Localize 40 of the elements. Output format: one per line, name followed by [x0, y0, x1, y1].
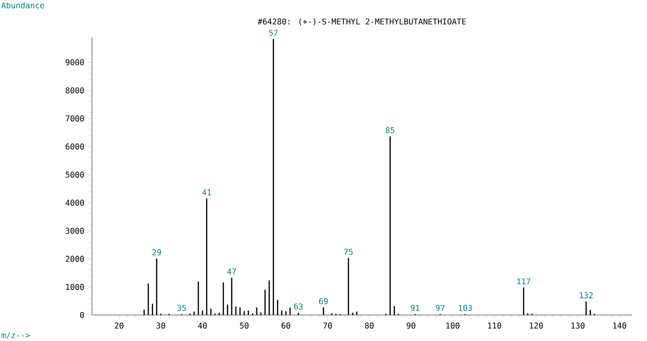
y-tick-label: 9000: [66, 59, 84, 66]
x-tick-label: 100: [446, 322, 460, 329]
y-tick-label: 6000: [66, 143, 84, 150]
annotation: 29: [152, 249, 161, 256]
chart-title: #64280: (+-)-S-METHYL 2-METHYLBUTANETHIOATE: [258, 18, 466, 26]
x-tick-label: 110: [488, 322, 502, 329]
y-axis-title: Abundance: [1, 2, 44, 8]
annotation: 91: [410, 304, 420, 311]
annotation: 117: [517, 278, 530, 284]
x-tick-label: 30: [156, 322, 166, 329]
y-tick-label: 5000: [66, 172, 84, 178]
annotation: 63: [294, 303, 303, 310]
annotation: 57: [269, 30, 278, 36]
annotation: 85: [386, 127, 394, 134]
y-tick-label: 4000: [66, 200, 84, 206]
annotation: 97: [436, 304, 444, 311]
x-tick-label: 90: [406, 322, 416, 329]
x-tick-label: 60: [282, 322, 290, 329]
annotation: 75: [344, 248, 353, 255]
x-tick-label: 140: [613, 322, 626, 329]
y-tick-label: 0: [80, 312, 84, 318]
x-tick-label: 50: [240, 322, 248, 329]
y-tick-label: 7000: [66, 115, 84, 122]
x-tick-label: 120: [530, 322, 543, 329]
annotation: 103: [458, 304, 472, 311]
annotation: 41: [202, 189, 211, 196]
annotation: 35: [177, 304, 186, 311]
x-tick-label: 130: [572, 322, 584, 329]
x-tick-label: 80: [365, 322, 374, 329]
x-tick-label: 70: [323, 322, 332, 329]
annotation: 69: [319, 298, 328, 304]
annotation: 47: [227, 268, 236, 274]
x-tick-label: 20: [114, 322, 124, 329]
x-axis-title: m/z-->: [2, 332, 30, 339]
annotation: 132: [580, 292, 593, 298]
y-tick-label: 3000: [66, 228, 84, 234]
y-tick-label: 8000: [66, 87, 84, 94]
y-tick-label: 2000: [66, 256, 84, 262]
x-tick-label: 40: [198, 322, 207, 329]
y-tick-label: 1000: [66, 284, 84, 290]
